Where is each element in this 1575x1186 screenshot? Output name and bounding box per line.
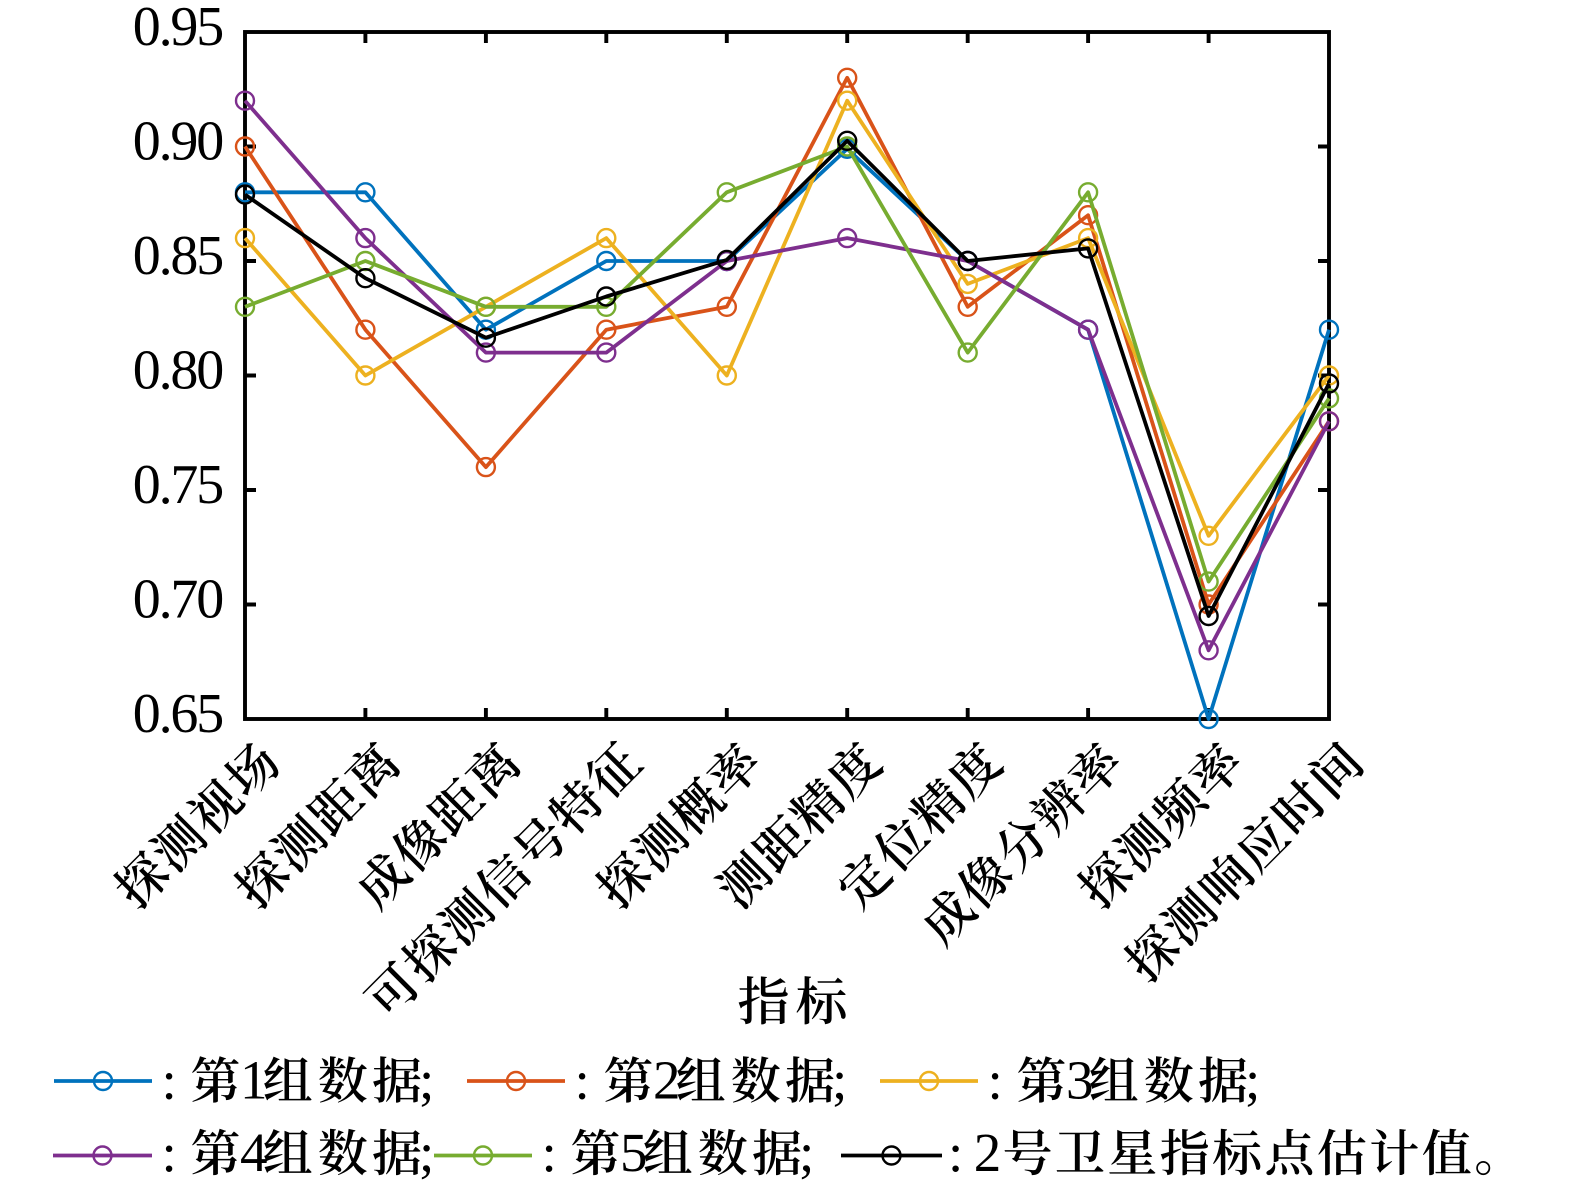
svg-text::: : bbox=[575, 1050, 590, 1111]
svg-text:0.75: 0.75 bbox=[133, 454, 222, 516]
svg-text:3: 3 bbox=[1066, 1050, 1094, 1111]
svg-text:0.90: 0.90 bbox=[133, 111, 222, 173]
svg-text:2: 2 bbox=[653, 1050, 681, 1111]
svg-text:1: 1 bbox=[240, 1050, 268, 1111]
svg-text::: : bbox=[162, 1050, 177, 1111]
svg-text::: : bbox=[162, 1122, 177, 1183]
svg-text:;: ; bbox=[832, 1050, 847, 1111]
svg-text:;: ; bbox=[419, 1122, 434, 1183]
svg-text::: : bbox=[542, 1122, 557, 1183]
svg-text::: : bbox=[988, 1050, 1003, 1111]
svg-text:0.95: 0.95 bbox=[133, 0, 222, 58]
svg-text:4: 4 bbox=[240, 1122, 268, 1183]
svg-text:0.85: 0.85 bbox=[133, 225, 222, 287]
svg-text:2: 2 bbox=[974, 1122, 1002, 1183]
svg-text:;: ; bbox=[1245, 1050, 1260, 1111]
svg-text:;: ; bbox=[799, 1122, 814, 1183]
svg-text::: : bbox=[948, 1122, 963, 1183]
svg-text:5: 5 bbox=[620, 1122, 648, 1183]
svg-text:0.80: 0.80 bbox=[133, 340, 222, 402]
svg-text:0.65: 0.65 bbox=[133, 683, 222, 745]
svg-text:0.70: 0.70 bbox=[133, 569, 222, 631]
svg-text:;: ; bbox=[419, 1050, 434, 1111]
